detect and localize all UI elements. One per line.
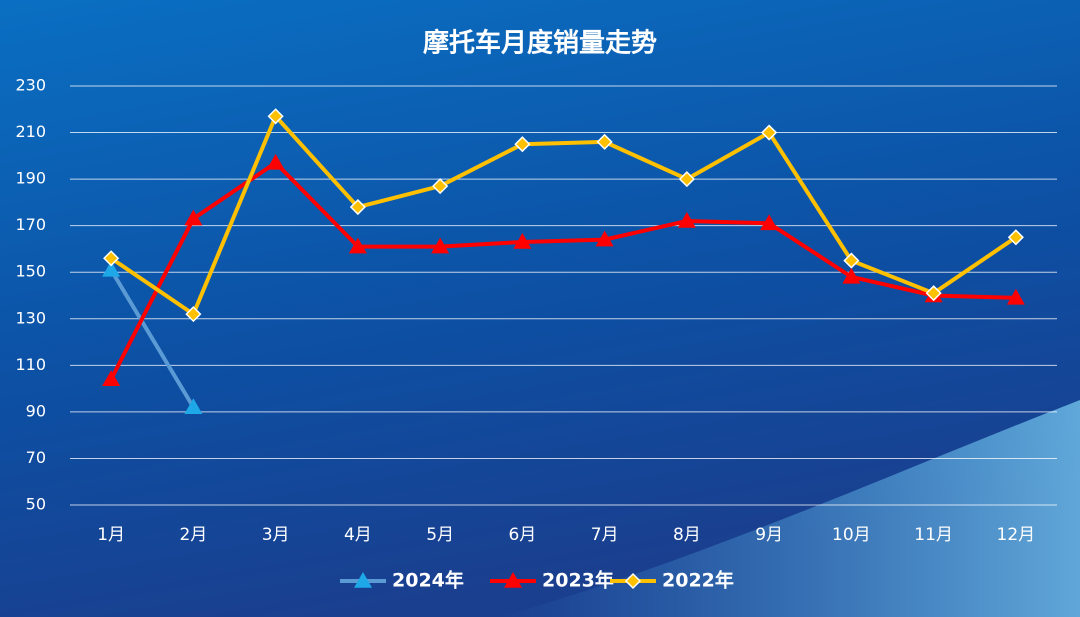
x-tick-label: 11月 — [914, 525, 953, 545]
x-tick-label: 4月 — [344, 525, 372, 545]
data-point — [266, 153, 285, 170]
y-tick-label: 130 — [15, 308, 46, 327]
series-line — [109, 268, 196, 409]
data-point — [843, 252, 860, 269]
x-tick-label: 5月 — [426, 525, 454, 545]
data-point — [431, 237, 450, 254]
x-tick-label: 12月 — [997, 525, 1036, 545]
y-tick-label: 50 — [26, 495, 46, 514]
data-point — [761, 124, 778, 141]
x-tick-label: 7月 — [591, 525, 619, 545]
legend-label: 2022年 — [662, 569, 734, 592]
data-point — [513, 232, 532, 249]
x-tick-label: 8月 — [673, 525, 701, 545]
data-point — [1006, 288, 1025, 305]
legend-label: 2023年 — [542, 569, 614, 592]
y-tick-label: 110 — [15, 355, 46, 374]
legend-marker — [624, 572, 642, 590]
x-tick-label: 1月 — [97, 525, 125, 545]
data-point — [925, 285, 942, 302]
data-point — [184, 209, 203, 226]
data-point — [102, 260, 121, 277]
data-point — [1007, 229, 1024, 246]
data-point — [267, 108, 284, 125]
x-tick-label: 9月 — [755, 525, 783, 545]
data-point — [678, 171, 695, 188]
legend-marker — [354, 572, 372, 588]
data-point — [103, 250, 120, 267]
y-tick-label: 70 — [26, 448, 46, 467]
x-tick-label: 2月 — [179, 525, 207, 545]
y-tick-label: 230 — [15, 76, 46, 95]
legend-label: 2024年 — [392, 569, 464, 592]
data-point — [184, 398, 203, 414]
data-point — [102, 370, 121, 387]
data-point — [348, 237, 367, 254]
x-tick-label: 6月 — [508, 525, 536, 545]
data-point — [349, 198, 366, 216]
y-tick-label: 90 — [26, 401, 46, 420]
data-point — [432, 178, 449, 195]
x-tick-label: 10月 — [832, 525, 871, 545]
y-tick-label: 190 — [15, 169, 46, 188]
data-point — [677, 212, 696, 228]
legend-marker — [504, 572, 522, 588]
background-glow — [500, 400, 1080, 617]
data-point — [595, 230, 614, 247]
data-point — [185, 306, 202, 323]
data-point — [760, 214, 779, 231]
data-point — [514, 136, 531, 153]
series-line — [109, 160, 1016, 381]
y-tick-label: 210 — [15, 122, 46, 141]
series-line — [110, 114, 1018, 317]
x-tick-label: 3月 — [262, 525, 290, 545]
chart-title: 摩托车月度销量走势 — [423, 28, 657, 59]
y-tick-label: 150 — [15, 262, 46, 281]
data-point — [842, 267, 861, 284]
y-tick-label: 170 — [15, 215, 46, 234]
data-point — [596, 133, 613, 150]
